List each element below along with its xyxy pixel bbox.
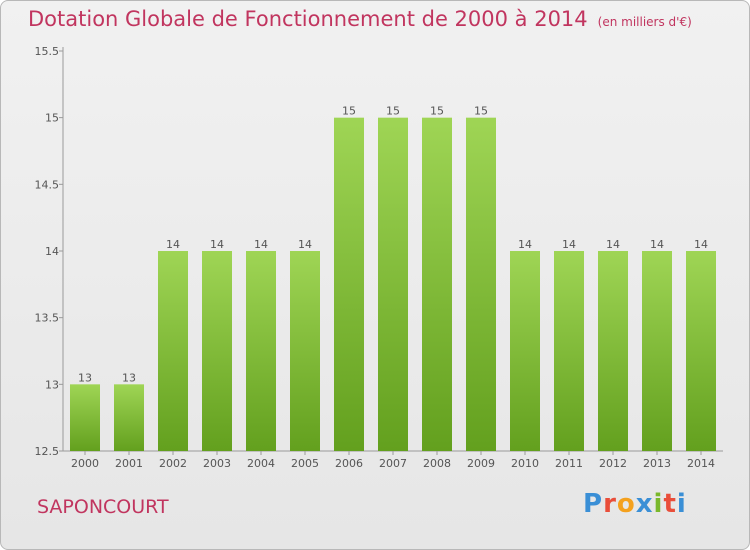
y-tick-label: 12.5 bbox=[35, 445, 60, 458]
data-label: 14 bbox=[166, 238, 180, 251]
bar-2014 bbox=[686, 251, 716, 451]
x-tick-label: 2012 bbox=[599, 457, 627, 470]
bar-2010 bbox=[510, 251, 540, 451]
bar-2000 bbox=[70, 384, 100, 451]
x-tick-label: 2010 bbox=[511, 457, 539, 470]
chart-unit: (en milliers d'€) bbox=[597, 15, 692, 29]
data-label: 15 bbox=[474, 105, 488, 118]
x-tick-label: 2013 bbox=[643, 457, 671, 470]
data-label: 14 bbox=[298, 238, 312, 251]
data-label: 14 bbox=[210, 238, 224, 251]
bar-2005 bbox=[290, 251, 320, 451]
x-tick-label: 2014 bbox=[687, 457, 715, 470]
bar-2011 bbox=[554, 251, 584, 451]
data-label: 15 bbox=[386, 105, 400, 118]
chart-title-text: Dotation Globale de Fonctionnement de 20… bbox=[28, 7, 588, 31]
y-tick-label: 13 bbox=[45, 378, 59, 391]
bar-2013 bbox=[642, 251, 672, 451]
data-label: 14 bbox=[518, 238, 532, 251]
x-tick-label: 2003 bbox=[203, 457, 231, 470]
x-tick-label: 2009 bbox=[467, 457, 495, 470]
x-tick-label: 2005 bbox=[291, 457, 319, 470]
bar-2004 bbox=[246, 251, 276, 451]
y-tick-label: 15 bbox=[45, 112, 59, 125]
y-tick-label: 15.5 bbox=[35, 45, 60, 58]
x-tick-label: 2001 bbox=[115, 457, 143, 470]
data-label: 13 bbox=[78, 371, 92, 384]
bar-2002 bbox=[158, 251, 188, 451]
x-tick-label: 2004 bbox=[247, 457, 275, 470]
y-tick-label: 14.5 bbox=[35, 178, 60, 191]
y-tick-label: 13.5 bbox=[35, 312, 60, 325]
bar-2001 bbox=[114, 384, 144, 451]
commune-name: SAPONCOURT bbox=[37, 496, 169, 518]
bar-2012 bbox=[598, 251, 628, 451]
data-label: 14 bbox=[694, 238, 708, 251]
x-tick-label: 2008 bbox=[423, 457, 451, 470]
bar-2008 bbox=[422, 117, 452, 452]
y-tick-label: 14 bbox=[45, 245, 59, 258]
x-tick-label: 2007 bbox=[379, 457, 407, 470]
x-tick-label: 2000 bbox=[71, 457, 99, 470]
x-tick-label: 2011 bbox=[555, 457, 583, 470]
x-tick-label: 2002 bbox=[159, 457, 187, 470]
proxiti-logo: Proxiti bbox=[583, 489, 687, 519]
bar-2003 bbox=[202, 251, 232, 451]
data-label: 14 bbox=[254, 238, 268, 251]
data-label: 14 bbox=[606, 238, 620, 251]
chart-title: Dotation Globale de Fonctionnement de 20… bbox=[28, 7, 692, 31]
data-label: 15 bbox=[430, 105, 444, 118]
bar-2006 bbox=[334, 117, 364, 452]
data-label: 15 bbox=[342, 105, 356, 118]
data-label: 14 bbox=[562, 238, 576, 251]
x-tick-label: 2006 bbox=[335, 457, 363, 470]
data-label: 14 bbox=[650, 238, 664, 251]
bar-2007 bbox=[378, 117, 408, 452]
bar-2009 bbox=[466, 117, 496, 452]
data-label: 13 bbox=[122, 371, 136, 384]
